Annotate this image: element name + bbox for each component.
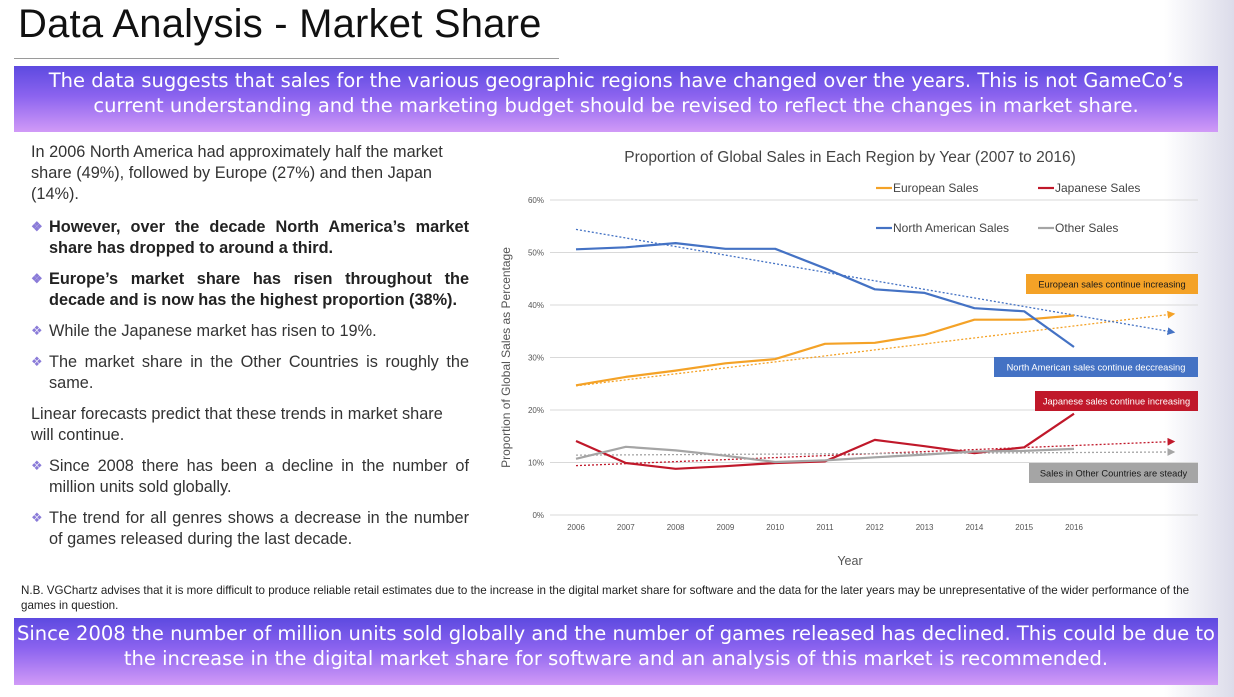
finding-item: ❖ Since 2008 there has been a decline in … bbox=[31, 456, 469, 498]
legend-label: Japanese Sales bbox=[1055, 181, 1140, 195]
annotation-label: Japanese sales continue increasing bbox=[1043, 397, 1190, 407]
x-tick-label: 2007 bbox=[617, 523, 635, 532]
y-tick-label: 60% bbox=[528, 196, 544, 205]
chart-title: Proportion of Global Sales in Each Regio… bbox=[624, 149, 1076, 166]
findings-list: ❖ However, over the decade North America’… bbox=[31, 217, 469, 394]
finding-text: Europe’s market share has risen througho… bbox=[49, 270, 469, 309]
annotation-box bbox=[1029, 463, 1198, 483]
y-tick-label: 20% bbox=[528, 406, 544, 415]
x-tick-label: 2010 bbox=[766, 523, 784, 532]
chart-svg: Proportion of Global Sales in Each Regio… bbox=[499, 149, 1198, 568]
annotation-box bbox=[1026, 274, 1198, 294]
series-line-north-american-sales bbox=[575, 241, 1075, 348]
annotation-label: North American sales continue deccreasin… bbox=[1007, 363, 1186, 373]
bullet-diamond-icon: ❖ bbox=[31, 271, 43, 286]
legend-label: European Sales bbox=[893, 181, 978, 195]
findings-text-panel: In 2006 North America had approximately … bbox=[31, 142, 469, 560]
bottom-recommendation-banner: Since 2008 the number of million units s… bbox=[14, 618, 1218, 685]
x-tick-label: 2008 bbox=[667, 523, 685, 532]
finding-item: ❖ Europe’s market share has risen through… bbox=[31, 269, 469, 311]
finding-item: ❖ While the Japanese market has risen to … bbox=[31, 321, 469, 342]
trendline-north-american-sales bbox=[575, 228, 1176, 336]
finding-text: The trend for all genres shows a decreas… bbox=[49, 509, 469, 548]
y-tick-label: 10% bbox=[528, 459, 544, 468]
x-tick-label: 2015 bbox=[1015, 523, 1033, 532]
annotation-label: Sales in Other Countries are steady bbox=[1040, 469, 1188, 479]
legend-label: North American Sales bbox=[893, 221, 1009, 235]
bullet-diamond-icon: ❖ bbox=[31, 510, 43, 525]
finding-item: ❖ The market share in the Other Countries… bbox=[31, 352, 469, 394]
y-tick-label: 0% bbox=[532, 511, 544, 520]
data-caveat-note: N.B. VGChartz advises that it is more di… bbox=[21, 584, 1190, 612]
trendline-other-sales bbox=[575, 448, 1176, 456]
title-underline bbox=[14, 58, 559, 59]
x-tick-label: 2012 bbox=[866, 523, 884, 532]
trendline-european-sales bbox=[575, 310, 1176, 387]
decline-list: ❖ Since 2008 there has been a decline in … bbox=[31, 456, 469, 550]
finding-text: The market share in the Other Countries … bbox=[49, 353, 469, 392]
x-axis-label: Year bbox=[837, 554, 862, 568]
bullet-diamond-icon: ❖ bbox=[31, 354, 43, 369]
y-tick-label: 40% bbox=[528, 301, 544, 310]
finding-text: While the Japanese market has risen to 1… bbox=[49, 322, 377, 340]
legend-label: Other Sales bbox=[1055, 221, 1118, 235]
x-tick-label: 2014 bbox=[966, 523, 984, 532]
bullet-diamond-icon: ❖ bbox=[31, 458, 43, 473]
annotation-box bbox=[1035, 391, 1198, 411]
x-tick-label: 2009 bbox=[717, 523, 735, 532]
x-tick-label: 2013 bbox=[916, 523, 934, 532]
forecast-paragraph: Linear forecasts predict that these tren… bbox=[31, 405, 443, 444]
finding-item: ❖ However, over the decade North America’… bbox=[31, 217, 469, 259]
finding-text: However, over the decade North America’s… bbox=[49, 218, 469, 257]
intro-paragraph: In 2006 North America had approximately … bbox=[31, 143, 443, 203]
page-title: Data Analysis - Market Share bbox=[18, 2, 542, 46]
market-share-chart: Proportion of Global Sales in Each Regio… bbox=[486, 140, 1214, 574]
y-axis-label: Proportion of Global Sales as Percentage bbox=[499, 247, 513, 468]
y-tick-label: 30% bbox=[528, 354, 544, 363]
x-tick-label: 2016 bbox=[1065, 523, 1083, 532]
finding-item: ❖ The trend for all genres shows a decrea… bbox=[31, 508, 469, 550]
series-line-european-sales bbox=[575, 314, 1075, 387]
series-line-other-sales bbox=[575, 445, 1075, 464]
bullet-diamond-icon: ❖ bbox=[31, 219, 43, 234]
y-tick-label: 50% bbox=[528, 249, 544, 258]
x-tick-label: 2011 bbox=[816, 523, 834, 532]
annotation-label: European sales continue increasing bbox=[1038, 280, 1185, 290]
bullet-diamond-icon: ❖ bbox=[31, 323, 43, 338]
finding-text: Since 2008 there has been a decline in t… bbox=[49, 457, 469, 496]
annotation-box bbox=[994, 357, 1198, 377]
x-tick-label: 2006 bbox=[567, 523, 585, 532]
top-summary-banner: The data suggests that sales for the var… bbox=[14, 66, 1218, 132]
